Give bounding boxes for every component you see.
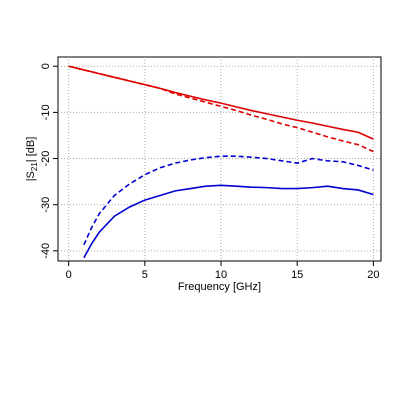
series-line bbox=[68, 65, 374, 140]
series-line bbox=[83, 184, 374, 259]
x-tick-label: 15 bbox=[291, 269, 303, 281]
x-tick-label: 10 bbox=[215, 269, 227, 281]
y-axis-label: |S21| [dB] bbox=[25, 137, 39, 182]
x-tick-label: 0 bbox=[66, 269, 72, 281]
y-tick-label: -20 bbox=[40, 151, 52, 167]
series-line bbox=[83, 155, 374, 246]
y-label-part: | [dB] bbox=[25, 137, 37, 162]
y-label-sub: 21 bbox=[30, 162, 39, 171]
y-tick-label: -10 bbox=[40, 104, 52, 120]
x-axis-label: Frequency [GHz] bbox=[178, 281, 261, 293]
y-tick-label: 0 bbox=[40, 63, 52, 69]
x-tick-label: 20 bbox=[367, 269, 379, 281]
series-line bbox=[68, 65, 374, 153]
y-tick-label: -30 bbox=[40, 197, 52, 213]
x-tick-label: 5 bbox=[142, 269, 148, 281]
y-label-part: |S bbox=[25, 171, 37, 181]
y-tick-label: -40 bbox=[40, 243, 52, 259]
